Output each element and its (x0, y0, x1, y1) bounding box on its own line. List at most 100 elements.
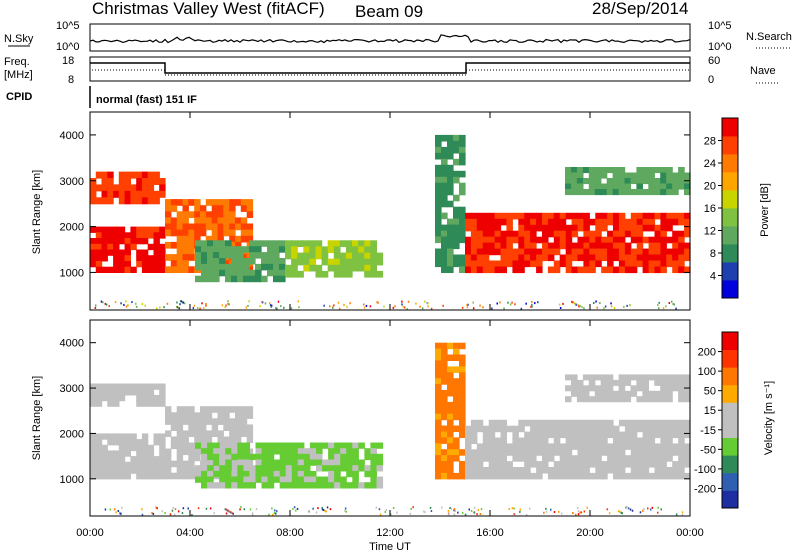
heatmap-speckle (531, 303, 533, 306)
heatmap-cell (595, 419, 602, 427)
heatmap-cell (530, 472, 537, 480)
heatmap-cell (243, 482, 250, 489)
heatmap-cell (447, 248, 454, 256)
heatmap-speckle (141, 303, 144, 305)
nsearch-label: N.Search (746, 31, 792, 43)
heatmap-cell (182, 406, 189, 413)
heatmap-speckle (344, 507, 347, 510)
heatmap-speckle (442, 304, 444, 307)
heatmap-cell (243, 453, 250, 461)
heatmap-cell (482, 230, 490, 238)
heatmap-speckle (647, 507, 649, 510)
heatmap-speckle (403, 306, 406, 309)
heatmap-cell (512, 266, 519, 274)
heatmap-cell (195, 246, 202, 253)
heatmap-cell (654, 183, 661, 190)
heatmap-cell (500, 212, 507, 220)
heatmap-cell (618, 461, 626, 468)
heatmap-cell (465, 242, 472, 250)
heatmap-cell (459, 472, 466, 480)
heatmap-speckle (333, 304, 335, 307)
heatmap-cell (565, 224, 573, 232)
heatmap-cell (194, 223, 201, 231)
heatmap-cell (237, 269, 244, 277)
x-tick-label: 20:00 (576, 527, 604, 539)
heatmap-cell (459, 354, 466, 361)
x-tick-label: 04:00 (176, 527, 204, 539)
heatmap-cell (136, 232, 143, 239)
heatmap-speckle (499, 301, 501, 304)
heatmap-cell (565, 260, 573, 268)
heatmap-cell (141, 178, 149, 185)
heatmap-cell (200, 229, 207, 237)
heatmap-cell (642, 472, 650, 480)
heatmap-cell (255, 269, 262, 277)
heatmap-cell (594, 178, 602, 185)
heatmap-cell (113, 383, 120, 390)
heatmap-cell (249, 465, 256, 472)
heatmap-cell (237, 263, 244, 271)
heatmap-cell (267, 476, 275, 483)
heatmap-cell (524, 224, 531, 232)
colorbar-swatch (722, 136, 738, 155)
heatmap-cell (459, 170, 466, 178)
heatmap-cell (612, 379, 620, 386)
heatmap-cell (273, 275, 280, 283)
heatmap-cell (648, 178, 655, 185)
heatmap-speckle (192, 307, 195, 310)
heatmap-cell (595, 461, 602, 468)
heatmap-cell (201, 453, 208, 461)
heatmap-cell (678, 431, 685, 439)
heatmap-cell (613, 461, 620, 468)
heatmap-cell (237, 258, 244, 265)
heatmap-cell (188, 448, 195, 456)
heatmap-cell (624, 431, 632, 439)
heatmap-cell (588, 172, 596, 179)
heatmap-cell (536, 443, 543, 450)
heatmap-cell (285, 270, 292, 278)
heatmap-cell (249, 453, 256, 461)
heatmap-speckle (543, 511, 545, 514)
heatmap-cell (459, 390, 466, 397)
heatmap-speckle (191, 514, 193, 516)
heatmap-cell (223, 211, 230, 218)
heatmap-cell (500, 437, 507, 444)
heatmap-cell (672, 467, 679, 474)
heatmap-cell (153, 249, 160, 256)
heatmap-cell (672, 183, 679, 190)
heatmap-cell (309, 482, 317, 489)
heatmap-cell (547, 230, 555, 238)
heatmap-cell (261, 465, 269, 472)
heatmap-cell (684, 172, 691, 179)
heatmap-speckle (402, 305, 405, 308)
heatmap-cell (352, 465, 359, 472)
heatmap-cell (316, 442, 323, 449)
heatmap-cell (435, 360, 442, 367)
heatmap-speckle (479, 304, 481, 307)
heatmap-cell (601, 212, 608, 220)
heatmap-speckle (224, 306, 226, 309)
heatmap-cell (447, 467, 454, 474)
heatmap-speckle (123, 304, 125, 306)
heatmap-speckle (604, 305, 607, 308)
heatmap-cell (231, 269, 238, 277)
heatmap-cell (194, 205, 201, 212)
heatmap-cell (447, 188, 454, 196)
heatmap-cell (553, 472, 561, 480)
heatmap-cell (225, 269, 232, 277)
heatmap-cell (447, 437, 454, 444)
y-tick-label: 3000 (60, 176, 84, 188)
heatmap-cell (182, 217, 189, 225)
heatmap-cell (435, 419, 442, 427)
heatmap-cell (194, 418, 201, 425)
heatmap-cell (170, 254, 178, 261)
heatmap-speckle (104, 302, 107, 305)
heatmap-cell (565, 189, 572, 196)
heatmap-cell (583, 212, 590, 220)
heatmap-cell (176, 254, 184, 261)
heatmap-cell (636, 419, 644, 427)
heatmap-cell (542, 419, 549, 427)
heatmap-cell (101, 243, 108, 251)
heatmap-cell (482, 431, 490, 439)
heatmap-cell (352, 246, 359, 254)
